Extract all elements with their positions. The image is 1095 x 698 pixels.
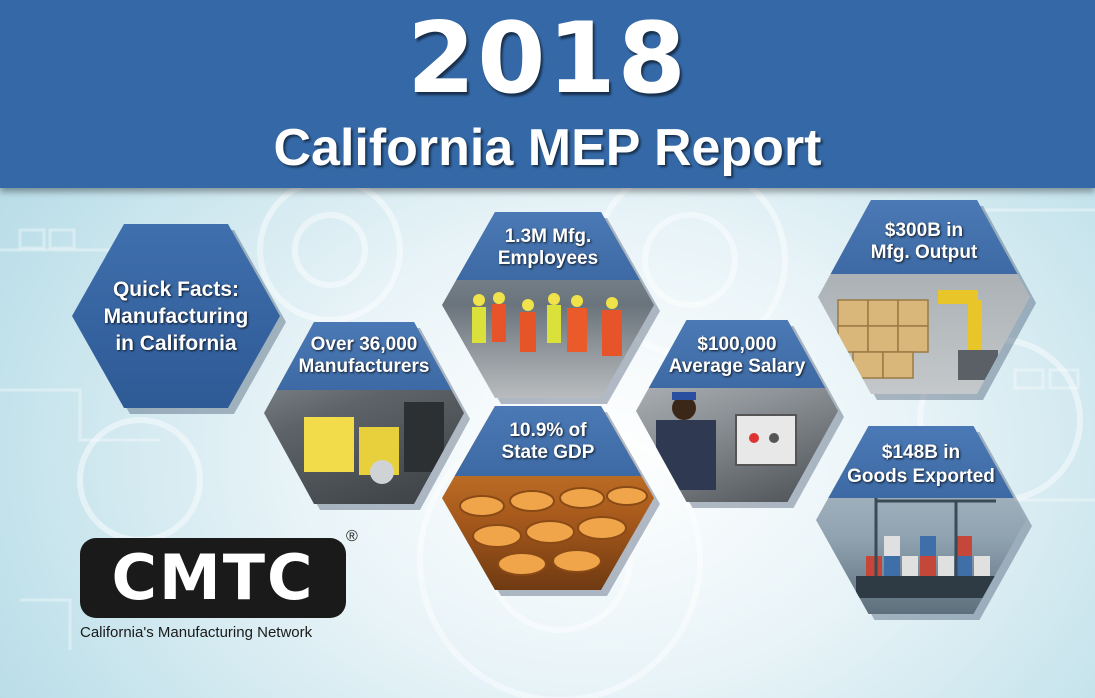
fact-employees-line2: Employees [497, 248, 599, 269]
logo-name: CMTC [111, 541, 315, 614]
fact-manufacturers-line2: Manufacturers [298, 356, 430, 377]
quick-facts-title: Quick Facts: [112, 278, 240, 301]
fact-exports-line1: $148B in [881, 442, 961, 463]
quick-facts-line3: in California [115, 332, 237, 355]
cmtc-logo: CMTC [80, 538, 346, 618]
fact-salary-line1: $100,000 [697, 334, 777, 355]
header-banner: 2018 California MEP Report [0, 0, 1095, 188]
fact-gdp-line2: State GDP [501, 442, 595, 463]
fact-manufacturers-line1: Over 36,000 [310, 334, 418, 355]
manufacturers-hexagon: Over 36,000 Manufacturers [264, 322, 464, 504]
fact-salary-line2: Average Salary [668, 356, 806, 377]
report-year: 2018 [407, 2, 688, 116]
fact-employees-line1: 1.3M Mfg. [504, 226, 592, 247]
fact-exports-line2: Goods Exported [847, 466, 995, 487]
salary-hexagon: $100,000 Average Salary [636, 320, 838, 502]
report-title: California MEP Report [273, 119, 822, 177]
quick-facts-line2: Manufacturing [103, 305, 249, 328]
fact-output-line1: $300B in [884, 220, 964, 241]
logo-tagline: California's Manufacturing Network [80, 624, 313, 641]
registered-mark: ® [346, 528, 358, 545]
fact-gdp-line1: 10.9% of [509, 420, 587, 441]
fact-output-line2: Mfg. Output [870, 242, 978, 263]
